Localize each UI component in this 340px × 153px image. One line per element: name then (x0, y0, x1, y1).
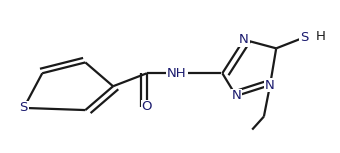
Text: N: N (239, 33, 249, 46)
Text: O: O (142, 100, 152, 113)
Text: N: N (265, 79, 275, 92)
Text: N: N (231, 90, 241, 103)
Text: S: S (300, 31, 308, 44)
Text: H: H (316, 30, 326, 43)
Text: S: S (20, 101, 28, 114)
Text: NH: NH (166, 67, 186, 80)
